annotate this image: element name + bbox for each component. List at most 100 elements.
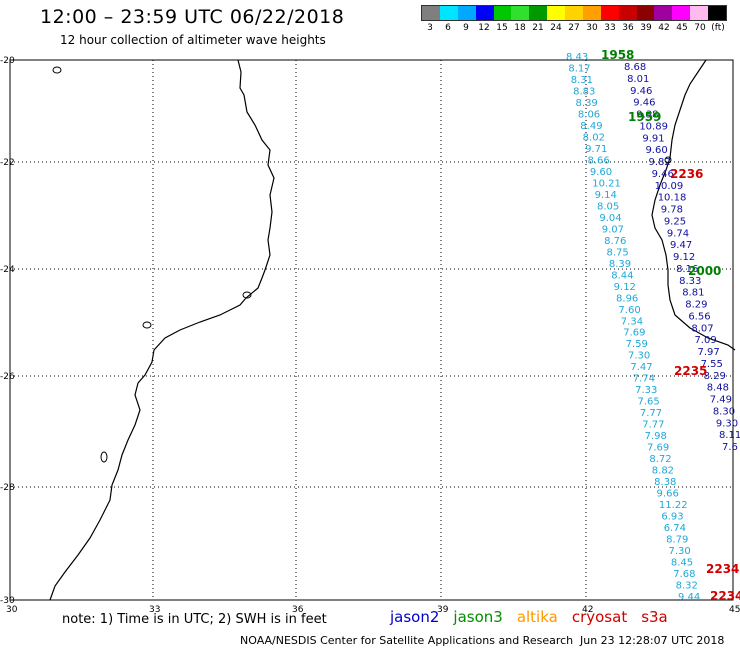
pass-labels: 1958 1959 2236 2000 2235 2234 2234 (601, 48, 740, 603)
latitude-tick-label: -22 (0, 158, 15, 168)
legend-label: (ft) (711, 23, 725, 33)
jason3-swh-value: 8.76 (604, 236, 626, 247)
legend-swatch (511, 6, 530, 20)
legend-swatch (547, 6, 565, 20)
jason3-swh-value: 8.05 (597, 201, 619, 212)
jason3-swh-value: 11.22 (659, 500, 688, 511)
jason3-swh-value: 8.43 (566, 52, 588, 63)
pass-time-label: 2234 (710, 589, 740, 603)
jason3-swh-value: 7.68 (673, 569, 695, 580)
longitude-tick-label: 36 (292, 605, 304, 615)
jason3-swh-value: 8.45 (671, 558, 693, 569)
latitude-tick-label: -26 (0, 372, 15, 382)
jason2-swh-value: 9.25 (664, 216, 686, 227)
jason3-swh-value: 7.98 (645, 431, 667, 442)
jason3-swh-value: 7.77 (642, 420, 664, 431)
legend-swatch (672, 6, 691, 20)
wave-height-legend: 3 6 9 12 15 18 21 24 27 30 33 36 39 42 45 70 (ft) (421, 5, 727, 33)
jason2-swh-value: 9.46 (652, 169, 674, 180)
jason3-swh-value: 7.59 (626, 339, 648, 350)
mission-name: cryosat (571, 608, 628, 626)
jason2-swh-value: 8.07 (691, 323, 713, 334)
coastline (49, 59, 275, 601)
legend-label: 33 (604, 23, 616, 33)
legend-swatch (457, 6, 476, 20)
legend-swatch (439, 6, 458, 20)
longitude-tick-label: 45 (729, 605, 740, 615)
jason3-swh-value: 7.47 (630, 362, 652, 373)
jason3-swh-value: 8.31 (571, 75, 593, 86)
jason3-swh-value: 8.38 (654, 477, 676, 488)
jason3-swh-value: 7.33 (635, 385, 657, 396)
jason2-swh-value: 8.30 (713, 406, 735, 417)
jason3-swh-value: 8.06 (578, 109, 600, 120)
jason2-swh-value: 7.55 (701, 359, 723, 370)
legend-swatch (618, 6, 637, 20)
legend-swatch (690, 6, 708, 20)
jason3-swh-value: 7.77 (640, 408, 662, 419)
legend-label: 45 (676, 23, 688, 33)
footer-note: note: 1) Time is in UTC; 2) SWH is in fe… (62, 612, 327, 627)
jason2-swh-value: 9.12 (673, 252, 695, 263)
mission-legend: jason2 jason3 altika cryosat s3a (390, 608, 682, 626)
island (664, 156, 672, 164)
latitude-tick-label: -28 (0, 483, 15, 493)
legend-label: 27 (568, 23, 580, 33)
jason3-swh-value: 7.65 (637, 397, 659, 408)
map-frame (9, 59, 734, 601)
jason3-swh-value: 9.07 (602, 224, 624, 235)
legend-label: 42 (658, 23, 670, 33)
pass-time-label: 1958 (601, 48, 634, 62)
jason3-swh-value: 6.74 (664, 523, 686, 534)
longitude-tick-label: 42 (582, 605, 593, 615)
jason3-swh-value: 7.30 (628, 351, 650, 362)
jason2-swh-value: 8.29 (685, 300, 707, 311)
jason2-swh-value: 9.46 (630, 86, 652, 97)
legend-label: 21 (532, 23, 544, 33)
jason2-swh-value: 9.47 (670, 240, 692, 251)
jason2-swh-value: 9.91 (642, 133, 664, 144)
legend-label: 6 (445, 23, 451, 33)
mission-name: altika (516, 608, 558, 626)
legend-label: 9 (463, 23, 469, 33)
page-title: 12:00 – 23:59 UTC 06/22/2018 (40, 6, 345, 28)
jason3-swh-value: 7.74 (633, 374, 655, 385)
jason2-swh-value: 8.81 (682, 288, 704, 299)
jason3-swh-value: 7.69 (647, 443, 669, 454)
legend-swatch (654, 6, 673, 20)
map-grid: 30 33 36 39 42 45 -20 -22 -24 -26 -28 -30 (0, 56, 740, 615)
jason3-swh-value: 7.30 (668, 546, 690, 557)
pass-time-label: 2000 (688, 264, 721, 278)
jason3-swh-value: 9.04 (599, 213, 621, 224)
jason2-swh-value: 7.49 (710, 395, 732, 406)
legend-label: 70 (694, 23, 706, 33)
pass-time-label: 2234 (706, 562, 739, 576)
jason3-swh-value: 7.69 (623, 328, 645, 339)
latitude-tick-label: -24 (0, 265, 15, 275)
jason2-swh-value: 9.30 (716, 418, 738, 429)
jason3-swh-value: 10.21 (592, 178, 621, 189)
mission-name: jason2 (390, 608, 440, 626)
legend-label: 30 (586, 23, 598, 33)
legend-swatch (475, 6, 494, 20)
latitude-tick-label: -30 (0, 596, 15, 606)
jason3-swh-value: 8.79 (666, 535, 688, 546)
legend-label: 18 (514, 23, 526, 33)
jason2-swh-value: 9.38 (636, 110, 658, 121)
legend-labels: 3 6 9 12 15 18 21 24 27 30 33 36 39 42 45 70 (ft) (421, 23, 727, 33)
jason3-swh-value: 8.72 (649, 454, 671, 465)
jason2-swh-value: 9.46 (633, 98, 655, 109)
jason3-swh-value: 9.12 (614, 282, 636, 293)
jason2-swh-value: 9.60 (645, 145, 667, 156)
jason2-swh-value: 7.97 (698, 347, 720, 358)
jason2-swh-value: 7.6 (722, 442, 738, 453)
jason2-swh-value: 6.56 (688, 311, 710, 322)
altimeter-tracks: 8.438.178.318.838.398.068.498.029.718.66… (566, 52, 740, 603)
legend-swatch (565, 6, 583, 20)
jason3-swh-value: 8.39 (576, 98, 598, 109)
jason3-swh-value: 9.60 (590, 167, 612, 178)
jason2-swh-value: 9.82 (649, 157, 671, 168)
pass-time-label: 1959 (628, 110, 661, 124)
jason3-swh-value: 9.66 (657, 489, 679, 500)
